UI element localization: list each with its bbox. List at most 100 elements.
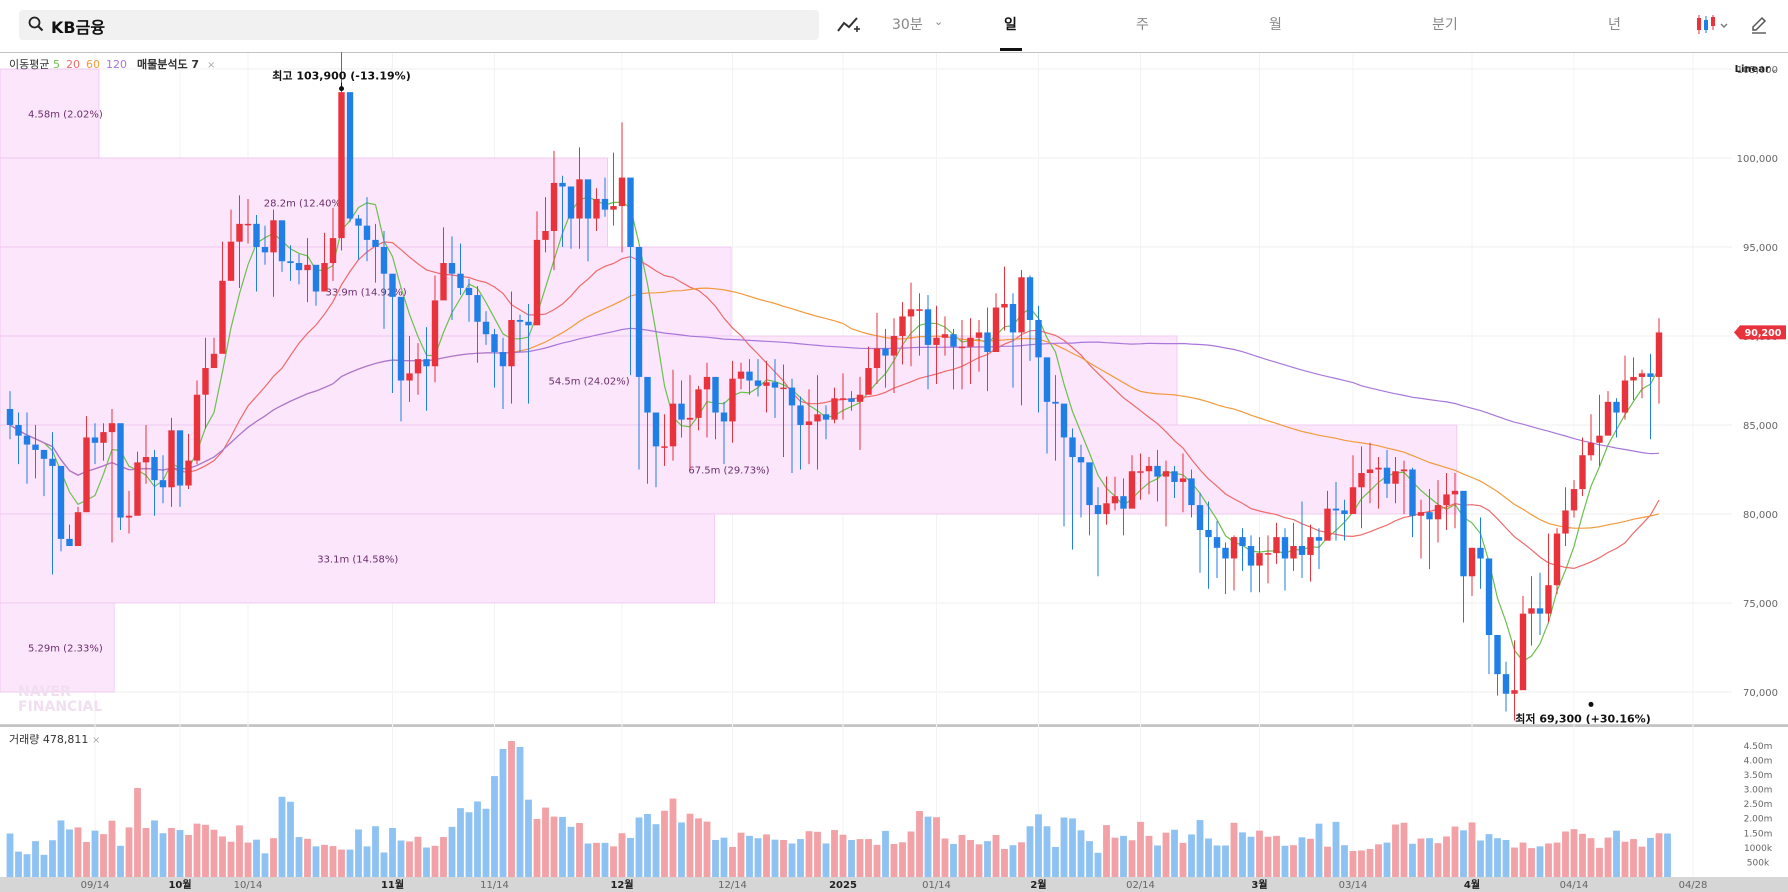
chart-type-icon[interactable]	[1694, 14, 1734, 36]
volume-bar	[1026, 826, 1034, 877]
volume-bar	[1247, 836, 1255, 877]
candle-body	[712, 376, 719, 413]
volume-bar	[329, 846, 337, 877]
candle-body	[236, 223, 243, 242]
volume-bar	[1213, 845, 1221, 877]
volume-bar	[15, 851, 22, 877]
volume-bar	[499, 748, 507, 877]
candle-body	[261, 247, 269, 253]
tab-week[interactable]: 주	[1136, 17, 1149, 33]
candle-body	[1494, 635, 1501, 675]
candle-body	[1570, 489, 1578, 511]
volume-bar	[1162, 832, 1170, 877]
candle-body	[202, 368, 209, 395]
volume-bar	[1468, 822, 1476, 877]
candle-body	[346, 92, 354, 219]
candle-body	[890, 335, 898, 356]
volume-bar	[848, 839, 855, 877]
volume-tick-label: 3.00m	[1744, 786, 1773, 796]
candle-body	[168, 430, 175, 488]
candle-body	[1213, 537, 1221, 548]
volume-bar	[559, 816, 566, 877]
candle-body	[295, 263, 303, 271]
volume-bar	[1400, 822, 1408, 877]
scale-select: Linear	[1735, 64, 1770, 75]
candle-body	[389, 273, 396, 297]
candle-body	[797, 405, 804, 425]
volume-bar	[992, 835, 1000, 877]
volume-bar	[601, 842, 609, 877]
volume-bar	[1281, 845, 1289, 877]
date-tick-label: 2025	[829, 880, 857, 891]
search-box[interactable]: KB금융	[19, 10, 819, 40]
candle-body	[1298, 546, 1306, 555]
candle-body	[1188, 478, 1195, 506]
candle-body	[1613, 401, 1620, 413]
tab-year[interactable]: 년	[1608, 17, 1621, 33]
volume-bar	[1579, 833, 1586, 877]
candle-body	[1290, 546, 1297, 559]
candle-body	[270, 220, 277, 253]
volume-bar	[1052, 846, 1059, 877]
candle-body	[1171, 471, 1178, 482]
candle-body	[176, 430, 184, 486]
indicator-add-icon[interactable]	[836, 14, 862, 36]
candle-body	[856, 394, 864, 402]
tab-day[interactable]: 일	[1004, 17, 1017, 33]
volume-bar	[899, 842, 906, 877]
tab-quarter[interactable]: 분기	[1432, 17, 1458, 33]
volume-bar	[1018, 842, 1025, 877]
price-tick-label: 100,000	[1737, 154, 1778, 165]
tab-month[interactable]: 월	[1269, 17, 1282, 33]
candle-body	[210, 353, 218, 369]
ma-legend-period: 5	[53, 58, 60, 71]
candle-body	[1477, 547, 1484, 559]
candle-body	[601, 198, 609, 210]
volume-bar	[1324, 846, 1331, 877]
volume-bar	[380, 852, 388, 877]
volume-bar	[652, 824, 660, 877]
date-tick-label: 3월	[1251, 879, 1267, 891]
volume-bar	[746, 835, 753, 877]
volume-bar	[1137, 821, 1144, 877]
candle-body	[737, 371, 745, 379]
candle-body	[941, 334, 949, 338]
volume-bar	[1647, 837, 1654, 877]
volume-bar	[338, 849, 345, 877]
candle-body	[1222, 547, 1229, 559]
volume-bar	[1001, 849, 1008, 877]
volume-bar	[933, 817, 940, 877]
close-icon: ×	[207, 60, 215, 71]
date-tick-label: 12/14	[718, 880, 747, 891]
candle-body	[542, 230, 549, 240]
watermark: NAVER	[18, 684, 71, 700]
price-chart[interactable]: 70,00075,00080,00085,00090,00095,000100,…	[0, 52, 1788, 892]
volume-bar	[1086, 841, 1093, 877]
pencil-icon[interactable]	[1749, 15, 1769, 35]
volume-bar	[754, 838, 762, 877]
volume-bar	[525, 799, 532, 877]
volume-bar	[720, 837, 728, 877]
candle-body	[1060, 403, 1068, 438]
volume-bar	[1349, 851, 1357, 877]
candle-body	[1587, 442, 1595, 456]
volume-bar	[1494, 838, 1501, 877]
search-query[interactable]: KB금융	[51, 18, 106, 37]
volume-tick-label: 500k	[1747, 858, 1770, 868]
candle-body	[1256, 553, 1263, 566]
volume-bar	[210, 829, 218, 877]
candle-body	[397, 296, 405, 381]
interval-select[interactable]: 30분	[892, 17, 923, 33]
volume-bar	[822, 843, 830, 877]
volume-profile-label: 54.5m (24.02%)	[548, 376, 629, 387]
volume-bar	[805, 831, 813, 877]
volume-bar	[1630, 839, 1637, 877]
volume-bar	[66, 829, 73, 877]
chevron-down-icon[interactable]: ⌄	[934, 15, 944, 28]
candle-body	[1358, 473, 1365, 488]
volume-bar	[219, 836, 226, 877]
candle-body	[1205, 529, 1212, 538]
candle-body	[1417, 512, 1425, 516]
volume-bar	[508, 741, 515, 877]
toolbar: KB금융 30분 ⌄ 일 주 월 분기 년	[0, 0, 1788, 53]
